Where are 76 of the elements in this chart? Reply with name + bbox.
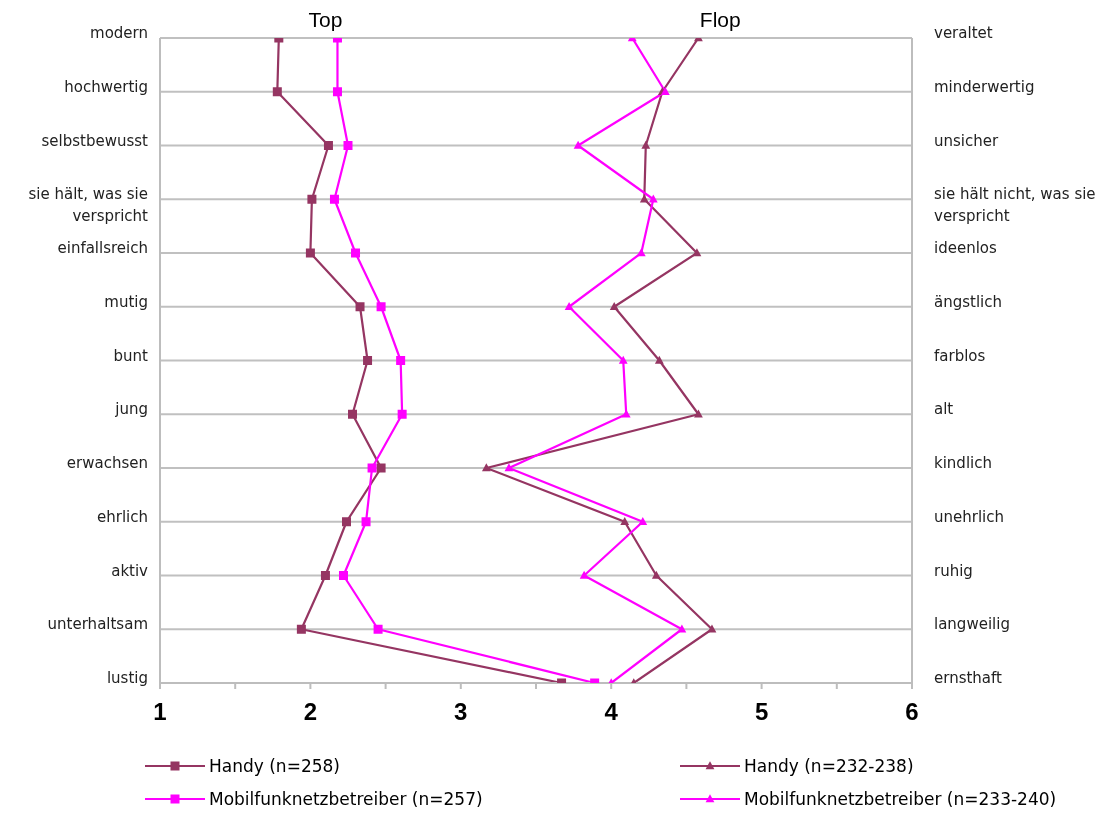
y-tick-label: ehrlich — [97, 507, 148, 526]
point — [609, 301, 619, 310]
y2-tick-label: veraltet — [934, 24, 993, 42]
y-tick-label: jung — [114, 400, 148, 419]
x-tick-label: 6 — [905, 698, 919, 726]
y2-tick-label: unehrlich — [934, 507, 1005, 526]
legend-label: Handy (n=258) — [209, 755, 340, 776]
y-tick-label: hochwertig — [64, 77, 148, 96]
point — [355, 302, 365, 312]
point — [307, 194, 317, 204]
y-tick-label: lustig — [106, 669, 148, 687]
point — [481, 463, 491, 472]
point — [638, 516, 648, 525]
x-tick-label: 1 — [153, 698, 167, 726]
point — [692, 248, 702, 257]
y2-tick-label: sie hält nicht, was sie verspricht — [934, 185, 1096, 226]
y-tick-label: mutig — [104, 292, 148, 311]
y-tick-label: sie hält, was sie verspricht — [28, 185, 149, 226]
y-tick-label: modern — [90, 24, 148, 42]
x-tick-label: 4 — [604, 698, 619, 726]
x-tick-label: 2 — [303, 698, 318, 726]
point — [305, 248, 315, 258]
point — [332, 87, 342, 97]
point — [639, 194, 649, 203]
y2-tick-label: alt — [934, 400, 954, 419]
point — [654, 355, 664, 364]
point — [618, 355, 628, 364]
point — [636, 248, 646, 257]
point — [296, 624, 306, 634]
y2-tick-label: ideenlos — [934, 239, 997, 257]
point — [329, 194, 339, 204]
point — [376, 463, 386, 473]
text: Top — [308, 8, 343, 32]
y2-tick-label: farblos — [934, 346, 986, 365]
y-tick-label: unterhaltsam — [47, 615, 148, 634]
legend-label: Mobilfunknetzbetreiber (n=257) — [209, 788, 483, 809]
point — [272, 87, 282, 97]
y2-tick-label: kindlich — [934, 454, 992, 472]
point — [373, 624, 383, 634]
x-tick-label: 5 — [754, 698, 769, 726]
point — [620, 516, 630, 525]
point — [367, 463, 377, 473]
legend-label: Mobilfunknetzbetreiber (n=233-240) — [744, 788, 1057, 809]
x-tick-label: 3 — [454, 698, 468, 726]
point — [564, 301, 574, 310]
y-tick-label: erwachsen — [66, 454, 148, 472]
y-tick-label: einfallsreich — [57, 239, 148, 257]
point — [573, 140, 583, 149]
y-tick-label: aktiv — [111, 561, 149, 580]
y2-tick-label: ängstlich — [934, 292, 1003, 311]
point — [397, 409, 407, 419]
y-tick-label: selbstbewusst — [41, 131, 149, 150]
y2-tick-label: langweilig — [934, 615, 1010, 634]
point — [396, 356, 406, 365]
point — [343, 141, 353, 150]
point — [504, 463, 514, 472]
point — [363, 356, 373, 365]
point — [348, 409, 358, 419]
y2-tick-label: unsicher — [934, 131, 999, 150]
point — [579, 570, 589, 579]
point — [707, 624, 717, 633]
point — [338, 571, 348, 580]
point — [323, 141, 333, 150]
point — [351, 248, 361, 258]
point — [320, 571, 330, 580]
y2-tick-label: ruhig — [934, 561, 973, 580]
y2-tick-label: minderwertig — [934, 77, 1035, 96]
legend-label: Handy (n=232-238) — [744, 755, 914, 776]
point — [641, 140, 651, 149]
text: Flop — [699, 8, 741, 32]
y2-tick-label: ernsthaft — [934, 669, 1003, 687]
point — [376, 302, 386, 312]
point — [361, 517, 371, 527]
point — [651, 570, 661, 579]
point — [342, 517, 351, 527]
y-tick-label: bunt — [113, 346, 149, 365]
